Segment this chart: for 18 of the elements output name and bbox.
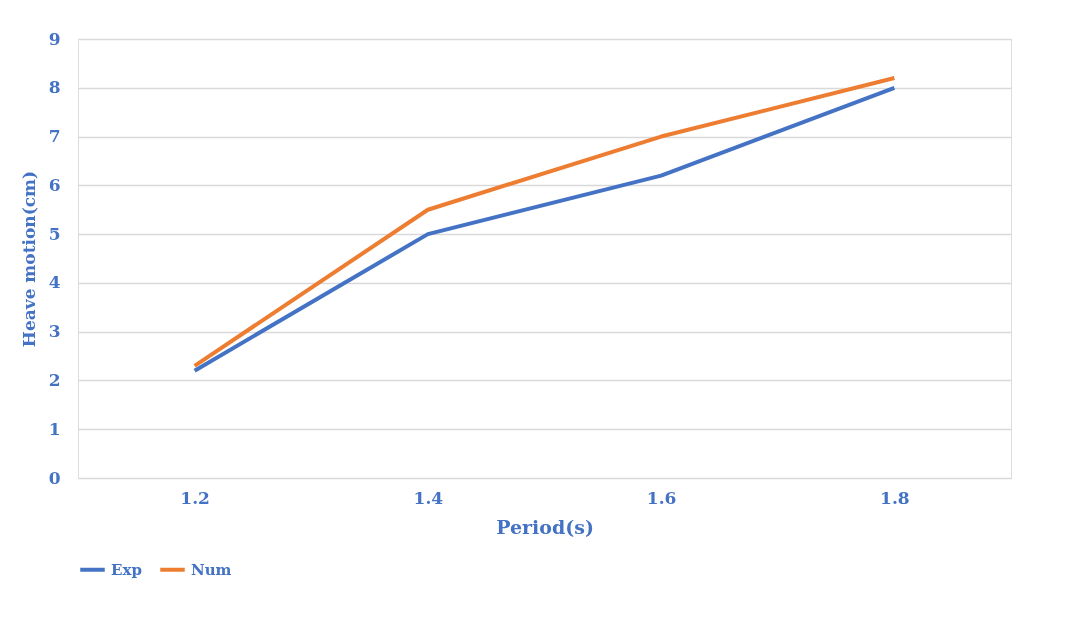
x-tick-label: 1.6 (646, 487, 677, 508)
y-tick-label: 0 (48, 467, 61, 488)
x-tick-label: 1.4 (413, 487, 444, 508)
y-tick-label: 8 (48, 77, 61, 98)
legend-label: Exp (111, 560, 142, 579)
y-tick-label: 9 (48, 28, 61, 49)
y-tick-label: 5 (48, 223, 61, 244)
y-tick-label: 1 (48, 418, 61, 439)
y-axis-title: Heave motion(cm) (18, 170, 39, 348)
y-tick-label: 7 (48, 126, 61, 147)
y-tick-label: 3 (48, 321, 61, 342)
y-tick-label: 2 (48, 369, 61, 390)
y-tick-label: 6 (48, 174, 61, 195)
legend-label: Num (191, 560, 232, 579)
y-tick-label: 4 (48, 272, 61, 293)
x-tick-label: 1.2 (180, 487, 210, 508)
x-axis-title: Period(s) (496, 515, 594, 538)
x-tick-label: 1.8 (880, 487, 910, 508)
